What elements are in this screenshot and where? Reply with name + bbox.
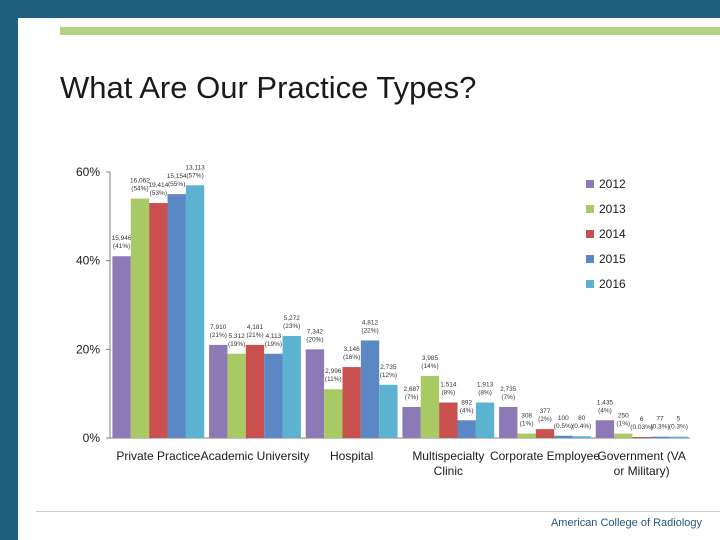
- bar: [324, 389, 343, 438]
- bar: [572, 436, 591, 438]
- bar: [475, 402, 495, 438]
- data-label: 7,910 (21%): [210, 324, 227, 339]
- legend-label: 2012: [599, 177, 626, 191]
- legend-swatch: [586, 180, 594, 188]
- bar: [130, 198, 150, 438]
- data-label: 892 (4%): [460, 399, 474, 414]
- legend-label: 2014: [599, 227, 626, 241]
- data-label: 13,113 (57%): [185, 164, 205, 179]
- bar: [650, 436, 670, 438]
- data-label: 80 (0.4%): [572, 415, 591, 430]
- legend-swatch: [586, 230, 594, 238]
- legend-label: 2013: [599, 202, 626, 216]
- bar: [614, 433, 633, 438]
- data-label: 4,113 (19%): [265, 333, 282, 348]
- bar: [185, 185, 205, 438]
- data-label: 100 (0.5%): [554, 415, 573, 430]
- data-label: 15,946 (41%): [112, 235, 132, 250]
- legend-swatch: [586, 280, 594, 288]
- bar: [535, 429, 555, 438]
- x-tick-label: Multispecialty Clinic: [412, 449, 484, 478]
- data-label: 2,735 (7%): [500, 386, 517, 401]
- accent-bar: [60, 27, 720, 35]
- data-label: 4,181 (21%): [246, 324, 263, 339]
- legend-label: 2015: [599, 252, 626, 266]
- bar: [402, 406, 421, 438]
- x-tick-label: Academic University: [201, 449, 310, 463]
- data-label: 6 (0.03%): [630, 416, 653, 431]
- legend-label: 2016: [599, 277, 626, 291]
- data-label: 15,154 (55%): [167, 173, 187, 188]
- x-tick-label: Government (VA or Military): [597, 449, 685, 478]
- bar: [457, 420, 476, 438]
- data-label: 1,514 (8%): [440, 382, 457, 397]
- x-tick-label: Corporate Employee: [490, 449, 600, 463]
- bar: [264, 353, 283, 438]
- bar: [227, 353, 246, 438]
- data-label: 16,062 (54%): [130, 178, 150, 193]
- data-label: 5,312 (19%): [228, 333, 245, 348]
- bar: [554, 435, 573, 438]
- bar: [305, 349, 325, 438]
- frame-top-band: [0, 0, 720, 18]
- data-label: 3,146 (16%): [343, 346, 360, 361]
- bar: [167, 194, 186, 438]
- y-tick-label: 20%: [76, 342, 100, 356]
- bar: [595, 420, 615, 438]
- bar: [360, 340, 380, 438]
- bar: [499, 406, 518, 438]
- footer-text: American College of Radiology: [550, 517, 702, 529]
- data-label: 377 (2%): [538, 408, 552, 423]
- footer-divider: [36, 511, 720, 512]
- data-label: 308 (1%): [520, 413, 534, 428]
- data-label: 5 (0.3%): [669, 416, 688, 431]
- bar: [420, 375, 440, 438]
- bar: [342, 367, 361, 438]
- data-label: 4,812 (22%): [361, 319, 378, 334]
- frame-left-band: [0, 0, 18, 540]
- y-tick-label: 60%: [76, 165, 100, 179]
- data-label: 3,985 (14%): [421, 355, 438, 370]
- bar: [149, 203, 168, 438]
- bar: [282, 336, 301, 438]
- bar: [632, 437, 651, 438]
- slide-title: What Are Our Practice Types?: [60, 70, 477, 105]
- legend-swatch: [586, 205, 594, 213]
- data-label: 250 (1%): [616, 413, 630, 428]
- practice-types-chart: 0% 20% 40% 60% 15,946 (41%) 16,062 (54%)19,414(…: [76, 164, 690, 478]
- data-label: 1,435 (4%): [597, 399, 614, 414]
- data-label: 19,414 (53%): [148, 182, 168, 197]
- data-label: 7,342 (20%): [306, 328, 323, 343]
- data-label: 2,735 (12%): [380, 364, 397, 379]
- data-label: 5,272 (23%): [283, 315, 300, 330]
- bar: [379, 384, 398, 438]
- data-label: 2,687 (7%): [403, 386, 420, 401]
- data-label: 2,996 (11%): [325, 368, 342, 383]
- bar: [669, 436, 688, 438]
- legend-swatch: [586, 255, 594, 263]
- bar: [245, 344, 265, 438]
- x-tick-label: Hospital: [330, 449, 373, 463]
- bar: [517, 433, 536, 438]
- data-label: 77 (0.3%): [650, 416, 669, 431]
- bar: [439, 402, 458, 438]
- bar: [209, 344, 228, 438]
- data-label: 1,913 (8%): [477, 382, 494, 397]
- y-tick-label: 40%: [76, 254, 100, 268]
- y-tick-label: 0%: [83, 431, 101, 445]
- frame-corner: [18, 18, 138, 138]
- bar: [112, 256, 131, 438]
- x-tick-label: Private Practice: [116, 449, 200, 463]
